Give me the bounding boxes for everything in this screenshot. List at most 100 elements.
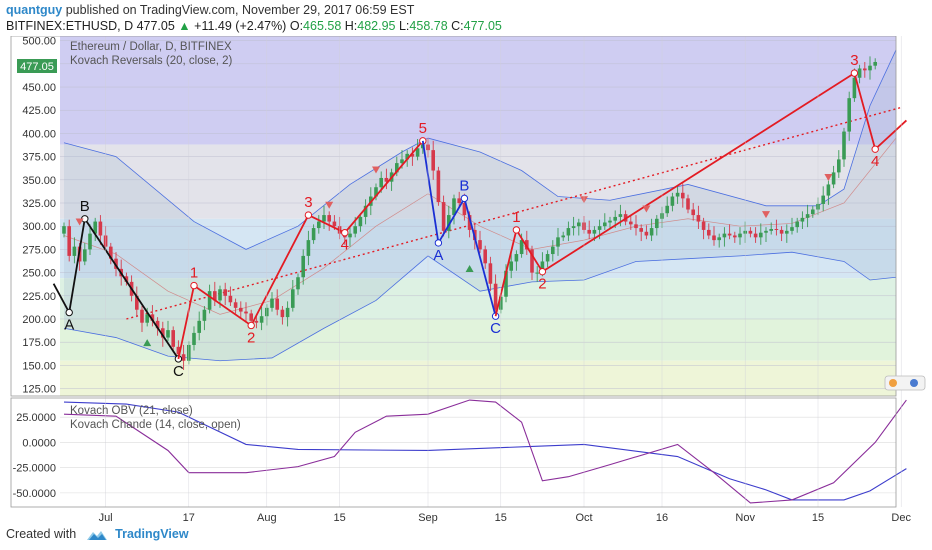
timezone-badge[interactable] [884, 375, 926, 391]
wave-pivot[interactable] [65, 308, 73, 317]
candle-body[interactable] [842, 131, 846, 160]
candle-body[interactable] [327, 215, 331, 222]
candle-body[interactable] [88, 233, 92, 250]
candle-body[interactable] [753, 233, 758, 238]
candle-body[interactable] [405, 153, 409, 160]
candle-body[interactable] [707, 229, 711, 236]
candle-body[interactable] [644, 231, 649, 236]
wave-pivot[interactable] [247, 321, 255, 330]
wave-pivot[interactable] [538, 267, 547, 276]
candle-body[interactable] [218, 289, 222, 301]
price-axis[interactable]: 500.00475.00450.00425.00400.00375.00350.… [22, 36, 56, 396]
candle-body[interactable] [83, 249, 87, 262]
candle-body[interactable] [852, 77, 857, 99]
candle-body[interactable] [358, 216, 363, 227]
candle-body[interactable] [790, 227, 794, 231]
candle-body[interactable] [618, 214, 623, 217]
candle-body[interactable] [285, 307, 290, 318]
candle-body[interactable] [379, 177, 383, 188]
candle-body[interactable] [795, 221, 799, 228]
candle-body[interactable] [691, 209, 695, 216]
candle-body[interactable] [831, 172, 836, 185]
candle-body[interactable] [592, 229, 597, 234]
candle-body[interactable] [72, 246, 77, 256]
candle-body[interactable] [681, 192, 685, 199]
candle-body[interactable] [239, 307, 243, 312]
candle-body[interactable] [145, 314, 149, 323]
candle-body[interactable] [514, 254, 519, 262]
wave-pivot[interactable] [434, 239, 443, 247]
candle-body[interactable] [504, 270, 508, 297]
wave-pivot[interactable] [512, 226, 521, 234]
candle-body[interactable] [769, 228, 773, 231]
candle-body[interactable] [488, 263, 493, 284]
candle-body[interactable] [696, 215, 701, 222]
candle-body[interactable] [467, 215, 472, 230]
candle-body[interactable] [67, 226, 71, 256]
candle-body[interactable] [701, 221, 706, 230]
candle-body[interactable] [223, 289, 227, 296]
candle-body[interactable] [629, 221, 633, 225]
candle-body[interactable] [124, 276, 129, 282]
candle-body[interactable] [249, 313, 253, 321]
candle-body[interactable] [259, 316, 264, 323]
candle-body[interactable] [509, 261, 513, 271]
candle-body[interactable] [233, 302, 238, 308]
candle-body[interactable] [332, 221, 337, 227]
candle-body[interactable] [863, 68, 867, 71]
candle-body[interactable] [764, 230, 768, 233]
candle-body[interactable] [447, 215, 451, 231]
candle-body[interactable] [155, 320, 160, 329]
candle-body[interactable] [181, 354, 186, 361]
candle-body[interactable] [717, 237, 721, 241]
candle-body[interactable] [566, 228, 571, 236]
time-axis[interactable]: Jul 17 Aug 15 Sep 15 Oct 16 Nov 15 Dec [99, 36, 912, 524]
candle-body[interactable] [296, 277, 300, 290]
candle-body[interactable] [530, 249, 534, 273]
candle-body[interactable] [847, 98, 851, 132]
candle-body[interactable] [785, 230, 789, 234]
tradingview-brand[interactable]: TradingView [115, 527, 189, 541]
candle-body[interactable] [525, 240, 529, 250]
candle-body[interactable] [571, 226, 576, 229]
candle-body[interactable] [738, 233, 742, 238]
candle-body[interactable] [577, 222, 581, 227]
candle-body[interactable] [727, 233, 732, 236]
wave-pivot[interactable] [304, 211, 313, 219]
wave-pivot[interactable] [341, 229, 349, 237]
candle-body[interactable] [545, 254, 550, 262]
candle-body[interactable] [374, 187, 378, 197]
candle-body[interactable] [712, 235, 716, 241]
candle-body[interactable] [608, 220, 612, 223]
candle-body[interactable] [322, 215, 326, 222]
candle-body[interactable] [519, 240, 524, 255]
candle-body[interactable] [748, 230, 753, 234]
candle-body[interactable] [779, 229, 784, 234]
oscillator-pane[interactable]: 25.0000 0.0000 -25.0000 -50.0000 [13, 398, 907, 507]
candle-body[interactable] [805, 214, 810, 218]
candle-body[interactable] [826, 184, 831, 196]
candle-body[interactable] [317, 221, 321, 229]
candle-body[interactable] [551, 246, 555, 255]
candle-body[interactable] [171, 330, 175, 347]
candle-body[interactable] [821, 195, 825, 204]
candle-body[interactable] [192, 332, 196, 345]
candle-body[interactable] [457, 198, 461, 204]
candle-body[interactable] [228, 295, 233, 303]
candle-body[interactable] [207, 291, 212, 310]
candle-body[interactable] [587, 229, 591, 234]
candle-body[interactable] [556, 237, 560, 247]
candle-body[interactable] [759, 232, 763, 238]
candle-body[interactable] [540, 261, 545, 273]
candle-body[interactable] [452, 198, 456, 216]
candle-body[interactable] [655, 218, 659, 229]
author-name[interactable]: quantguy [6, 3, 63, 17]
candle-body[interactable] [109, 246, 113, 259]
candle-body[interactable] [213, 291, 217, 301]
candle-body[interactable] [462, 203, 467, 216]
candle-body[interactable] [135, 295, 139, 310]
candle-body[interactable] [535, 272, 539, 274]
wave-pivot[interactable] [871, 145, 879, 153]
candle-body[interactable] [670, 196, 675, 206]
